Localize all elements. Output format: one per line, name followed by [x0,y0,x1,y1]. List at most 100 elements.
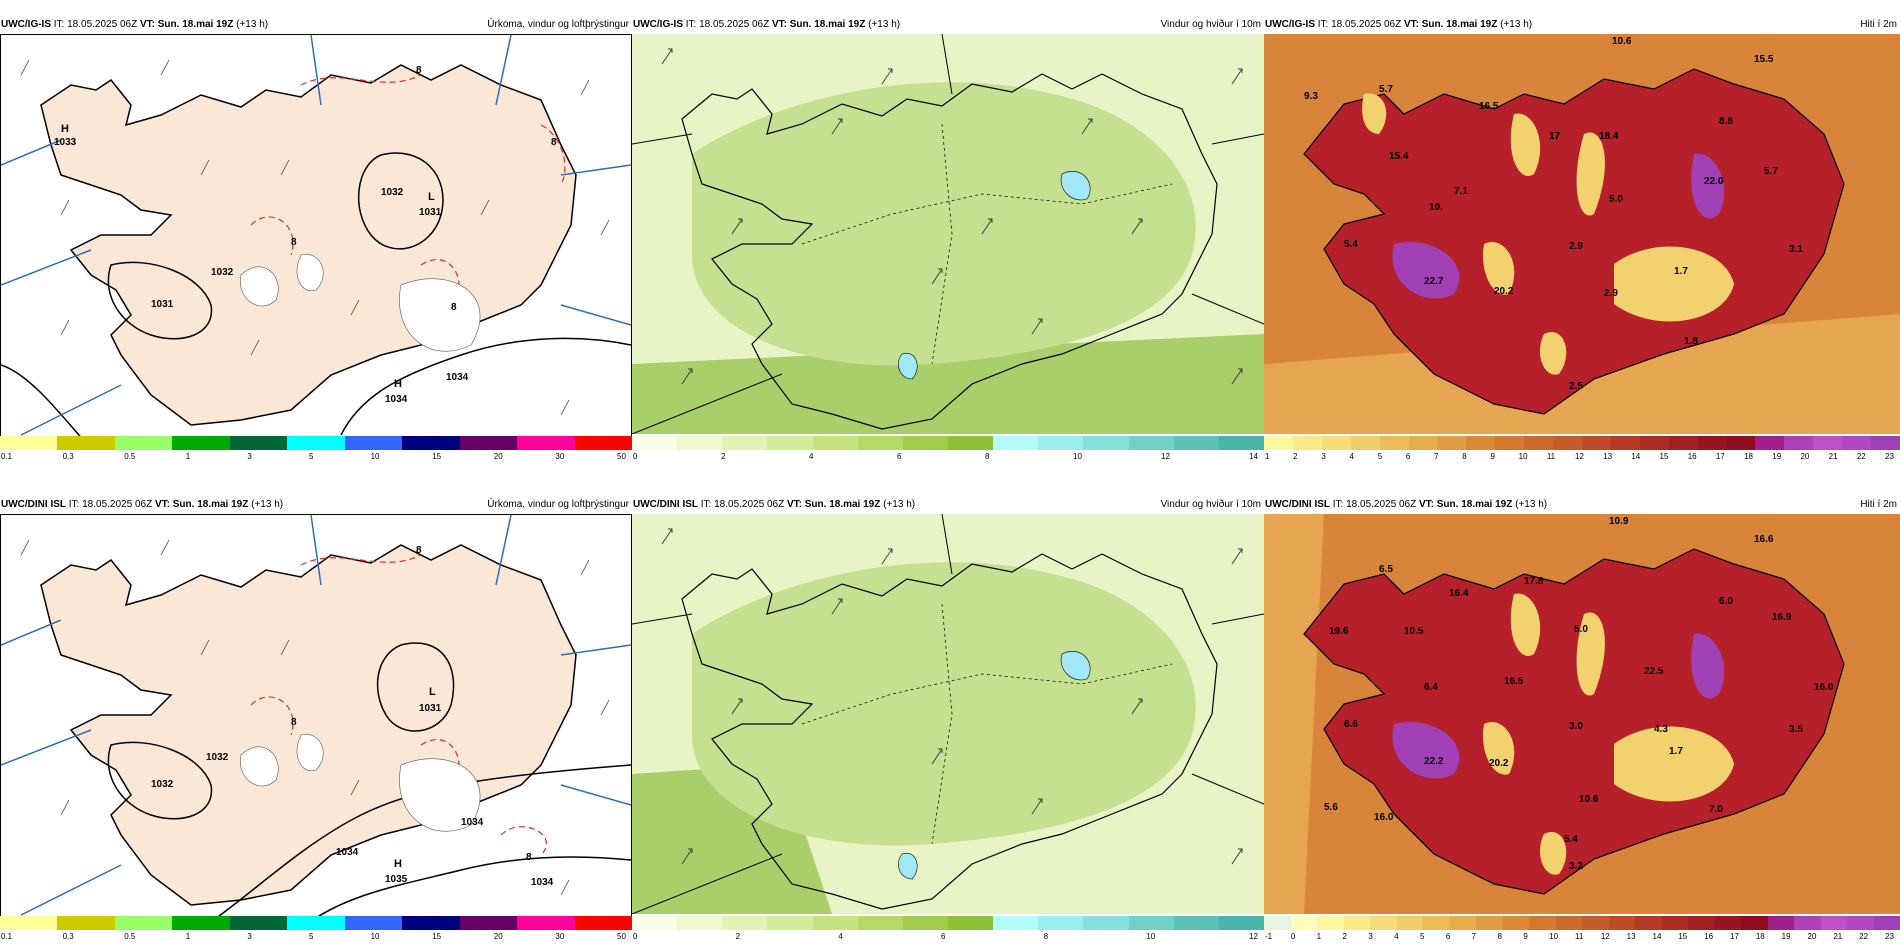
temperature-value-label: 16.5 [1479,101,1499,112]
sea-border-line [632,514,1264,914]
colorbar-tick-label: 7 [1471,932,1477,941]
colorbar-tick-label: 15 [1678,932,1688,941]
isobar-label: 1034 [446,372,469,383]
pressure-value: 1034 [385,394,408,405]
panel-header: UWC/IG-IS IT: 18.05.2025 06Z VT: Sun. 18… [0,18,632,32]
colorbar-swatch [1668,436,1698,450]
lead-time: (+13 h) [868,19,901,30]
temperature-value-label: 4.3 [1654,724,1668,735]
vt-label: VT: [1418,499,1434,510]
temperature-hot-areas [1392,633,1725,779]
temperature-value-label: 6.4 [1424,682,1438,693]
precip-label: 8 [291,237,297,248]
panel-header: UWC/IG-IS IT: 18.05.2025 06Z VT: Sun. 18… [632,18,1264,32]
temperature-labels: 10.6 15.5 9.3 5.7 16.5 17 18.4 8.8 5.7 15.4 7.1 22.… [1304,36,1803,392]
temperature-value-label: 20.2 [1489,758,1509,769]
colorbar-tick-label: 15 [432,932,442,941]
colorbar-tick-label: 15 [432,452,442,461]
temperature-value-label: 7.0 [1709,804,1723,815]
pressure-labels: L 1031 H 1035 1032 1032 1034 1034 1034 8… [151,545,554,888]
precip-colorbar-ticks: 0.1 0.3 0.5 1 3 5 10 15 20 30 50 [0,932,632,942]
colorbar-swatch [1370,916,1397,930]
colorbar-swatch [1635,916,1662,930]
temperature-cold-areas [1483,593,1734,875]
wind-colorbar-ticks: 0 2 4 6 8 10 12 14 [632,452,1264,462]
temperature-labels: 10.9 16.6 6.5 16.4 17.8 6.0 16.9 19.6 10.5 5.0 22.… [1324,516,1834,872]
lead-time: (+13 h) [236,19,269,30]
colorbar-tick-label: 4 [1394,932,1399,941]
colorbar-tick-label: 11 [1575,932,1584,941]
panel-header: UWC/DINI ISL IT: 18.05.2025 06Z VT: Sun.… [1264,498,1900,512]
colorbar-tick-label: 0.5 [124,452,136,461]
model-name: UWC/IG-IS [1,19,51,30]
model-name: UWC/DINI ISL [633,499,698,510]
isobar-label: 1034 [336,847,359,858]
high-pressure-center: H [61,123,69,135]
panel-title: Vindur og hviður í 10m [1160,19,1261,30]
colorbar-swatch [1379,436,1409,450]
lakes [898,651,1091,880]
temperature-value-label: 3.0 [1569,721,1583,732]
panel-precip-top: UWC/IG-IS IT: 18.05.2025 06Z VT: Sun. 18… [0,18,632,468]
colorbar-swatch [1466,436,1496,450]
colorbar-tick-label: 8 [1462,452,1467,461]
colorbar-swatch [902,436,948,450]
panel-header: UWC/DINI ISL IT: 18.05.2025 06Z VT: Sun.… [0,498,632,512]
pressure-value: 1031 [419,703,442,714]
it-label: IT: [1317,19,1329,30]
colorbar-tick-label: 12 [1161,452,1170,461]
colorbar-tick-label: 2 [735,932,741,941]
colorbar-swatch [1449,916,1476,930]
colorbar-swatch [459,916,518,930]
colorbar-swatch [517,916,575,930]
wind-colorbar-ticks: 0 2 4 6 8 10 12 [632,932,1264,942]
colorbar-tick-label: 6 [1405,452,1411,461]
colorbar-tick-label: 7 [1434,452,1439,461]
glacier-shapes [240,254,481,352]
it-label: IT: [53,19,65,30]
colorbar-tick-label: 12 [1575,452,1584,461]
colorbar-swatch [114,916,173,930]
colorbar-tick-label: 4 [809,452,814,461]
vt-label: VT: [139,19,155,30]
colorbar-swatch [677,436,723,450]
wind-map [632,34,1264,434]
colorbar-tick-label: 4 [1349,452,1354,461]
valid-time: Sun. 18.mai 19Z [804,499,881,510]
wind-arrows [661,528,1243,865]
high-pressure-center: H [394,378,402,390]
colorbar-swatch [172,436,230,450]
valid-time: Sun. 18.mai 19Z [172,499,249,510]
colorbar-tick-label: 1 [185,452,191,461]
colorbar-tick-label: 17 [1715,452,1725,461]
temperature-value-label: 1.7 [1674,266,1688,277]
colorbar-tick-label: 5 [1420,932,1425,941]
lead-time: (+13 h) [883,499,916,510]
colorbar-tick-label: 18 [1755,932,1765,941]
colorbar-tick-label: 30 [555,932,565,941]
colorbar-swatch [1661,916,1688,930]
low-pressure-center: L [429,686,436,698]
colorbar-swatch [1264,436,1293,450]
panel-title: Hiti í 2m [1860,19,1897,30]
precip-map: H 1033 L 1031 1031 H 1034 1032 1032 1034… [0,34,632,450]
temperature-value-label: 5.6 [1324,802,1338,813]
colorbar-tick-label: 22 [1856,452,1866,461]
wind-map-svg [632,34,1264,434]
isobar-label: 1032 [211,267,234,278]
panel-temp-top: UWC/IG-IS IT: 18.05.2025 06Z VT: Sun. 18… [1264,18,1900,468]
colorbar-tick-label: 30 [555,452,565,461]
colorbar-swatch [947,916,994,930]
colorbar-swatch [1529,916,1556,930]
colorbar-tick-label: 19 [1781,932,1791,941]
lead-time: (+13 h) [251,499,284,510]
temperature-value-label: 5.7 [1379,84,1393,95]
colorbar-tick-label: 3 [247,932,252,941]
colorbar-swatch [1476,916,1503,930]
model-name: UWC/DINI ISL [1265,499,1330,510]
temperature-value-label: 2.9 [1569,241,1583,252]
colorbar-swatch [1218,916,1264,930]
region-borders [801,123,1173,365]
panel-title: Úrkoma, vindur og loftþrýstingur [487,19,629,30]
colorbar-swatch [1784,436,1814,450]
